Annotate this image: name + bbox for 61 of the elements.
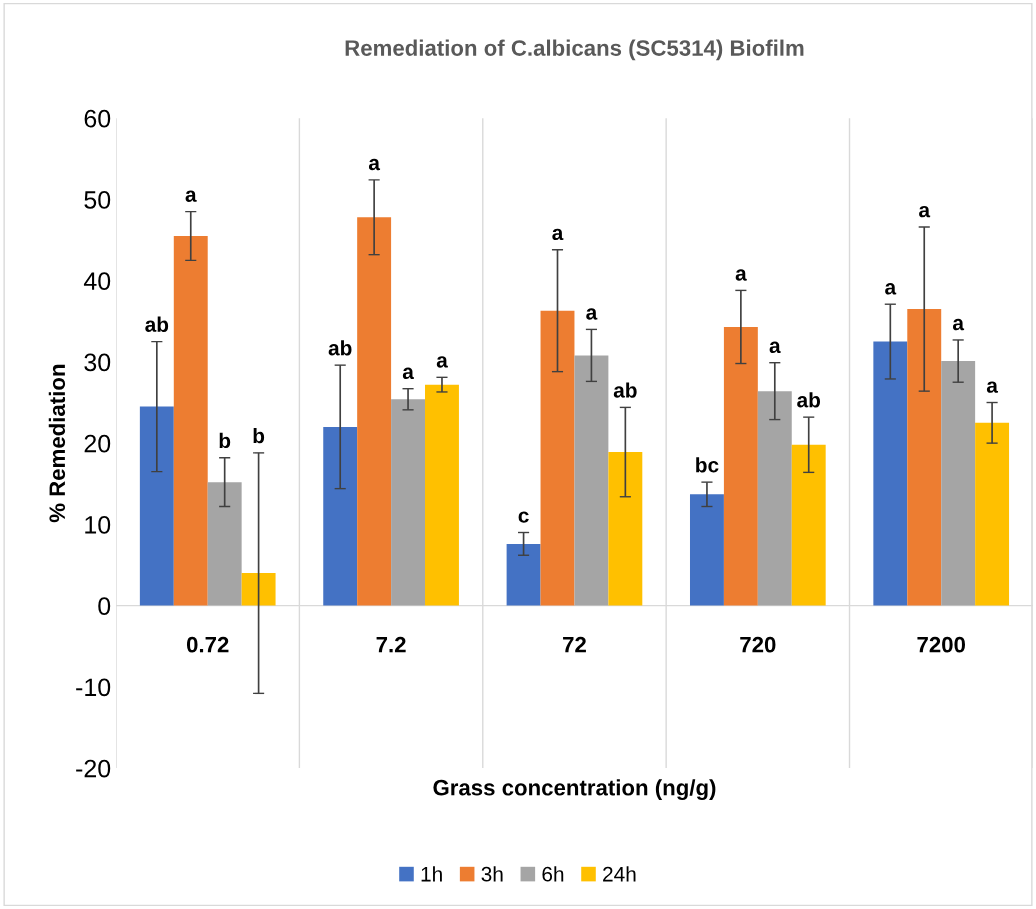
x-axis-title: Grass concentration (ng/g) (433, 779, 716, 801)
annotation: a (919, 205, 931, 218)
bar (723, 326, 758, 606)
annotation: a (402, 367, 414, 380)
bar (241, 573, 276, 606)
bar (757, 391, 792, 606)
y-tick-label: 60 (84, 109, 111, 128)
annotation: a (586, 308, 598, 320)
annotation: a (185, 190, 197, 202)
bar (173, 235, 208, 606)
bar (608, 452, 643, 606)
legend-label: 3h (481, 866, 503, 882)
annotation: a (552, 228, 564, 241)
annotation: a (368, 158, 381, 171)
annotation: a (769, 341, 781, 354)
bar (391, 399, 426, 606)
bar (425, 384, 459, 606)
y-tick-label: 50 (84, 191, 111, 209)
y-tick-label: 10 (85, 515, 111, 534)
bar (574, 355, 609, 606)
bar (873, 341, 908, 606)
y-tick-label: 40 (83, 272, 111, 290)
annotation: a (952, 318, 965, 331)
annotation: a (735, 269, 747, 281)
annotation: a (436, 356, 448, 368)
annotation: b (219, 432, 231, 449)
annotation: a (885, 283, 897, 295)
y-tick-label: -10 (76, 678, 111, 697)
annotation: bc (696, 457, 719, 473)
bar (791, 444, 826, 606)
x-tick-label: 7.2 (376, 636, 406, 653)
annotation: ab (613, 382, 637, 398)
bar (506, 543, 541, 606)
x-tick-label: 72 (563, 636, 586, 653)
bar (540, 310, 575, 606)
annotation: c (518, 511, 529, 523)
annotation: ab (145, 316, 169, 332)
annotation: ab (328, 340, 352, 356)
bar (941, 361, 976, 606)
legend-label: 6h (542, 866, 564, 882)
annotation: ab (797, 392, 821, 408)
y-tick-label: 30 (84, 353, 111, 372)
bar (139, 406, 174, 606)
annotation: a (986, 381, 999, 393)
bar (323, 426, 358, 606)
y-tick-label: -20 (76, 759, 111, 778)
bar (975, 422, 1010, 606)
bar (907, 309, 942, 606)
x-tick-label: 7200 (917, 636, 966, 653)
chart-title: Remediation of C.albicans (SC5314) Biofilm (345, 39, 804, 61)
legend-label: 24h (603, 866, 636, 882)
x-tick-label: 720 (740, 636, 776, 653)
y-axis-title: % Remediation (48, 364, 66, 523)
y-tick-label: 20 (84, 434, 111, 453)
legend-label: 1h (421, 866, 442, 882)
annotation: b (253, 427, 265, 444)
bar (689, 494, 724, 606)
y-tick-label: 0 (98, 597, 111, 615)
x-tick-label: 0.72 (186, 636, 229, 653)
bar (207, 482, 242, 606)
bar (357, 217, 392, 606)
